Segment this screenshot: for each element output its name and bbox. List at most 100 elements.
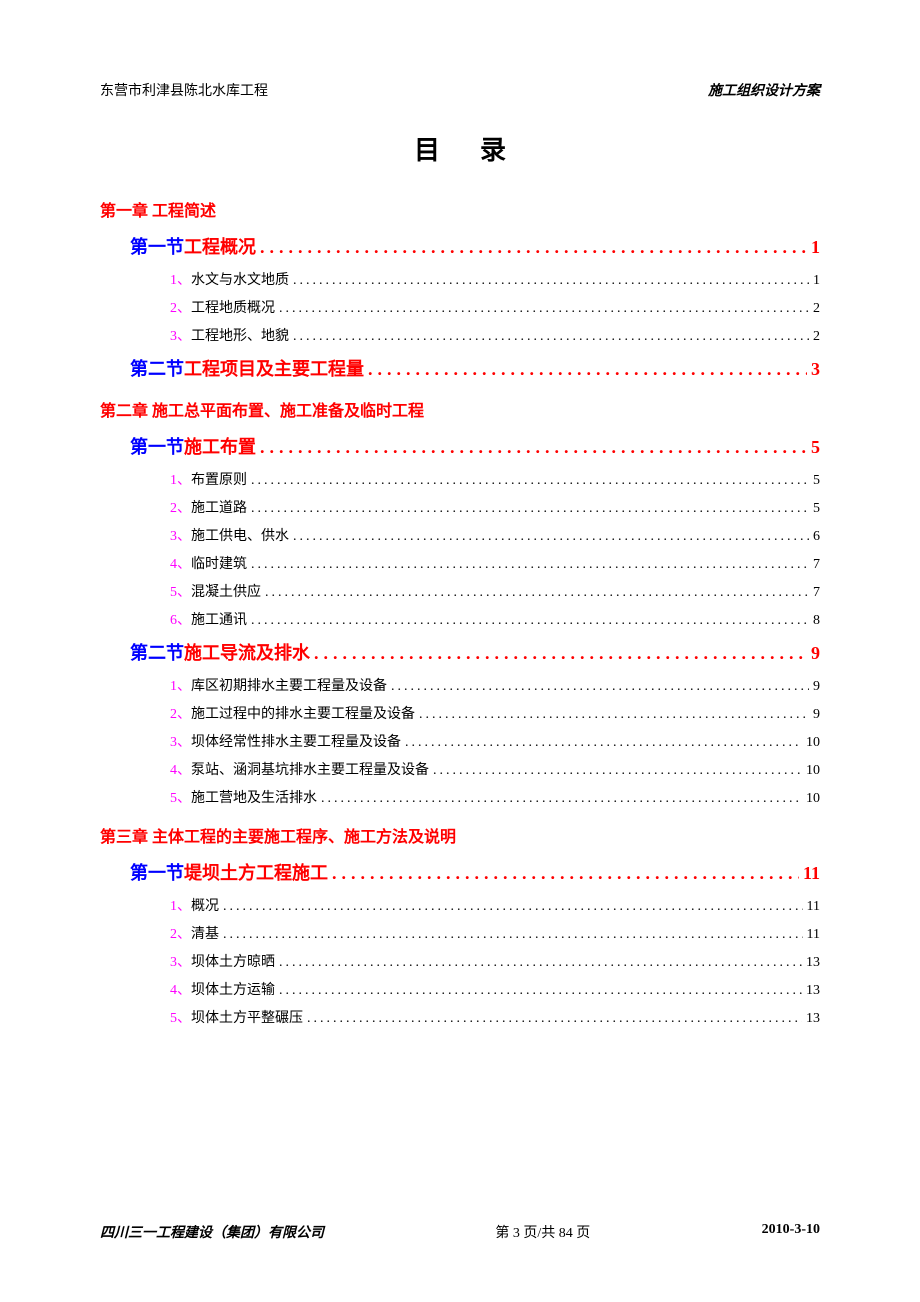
header-left: 东营市利津县陈北水库工程: [100, 80, 268, 100]
toc-leader-dots: ........................................…: [251, 613, 809, 629]
toc-section-page: 9: [811, 643, 820, 664]
toc-clause-page: 7: [813, 585, 820, 601]
toc-clause-number: 2、: [170, 297, 191, 317]
toc-clause: 4、泵站、涵洞基坑排水主要工程量及设备 ....................…: [170, 759, 820, 779]
toc-clause-number: 1、: [170, 269, 191, 289]
toc-clause: 3、坝体土方晾晒 ...............................…: [170, 951, 820, 971]
toc-leader-dots: ........................................…: [433, 763, 802, 779]
toc-clause-text: 坝体土方运输: [191, 979, 275, 999]
toc-section: 第二节 施工导流及排水.............................…: [130, 639, 820, 665]
toc-clause: 1、水文与水文地质 ..............................…: [170, 269, 820, 289]
toc-clause-page: 5: [813, 501, 820, 517]
toc-leader-dots: ........................................…: [279, 983, 802, 999]
toc-leader-dots: ........................................…: [223, 899, 803, 915]
toc-clause-number: 5、: [170, 1007, 191, 1027]
document-page: 东营市利津县陈北水库工程 施工组织设计方案 目录 第一章 工程简述第一节 工程概…: [0, 0, 920, 1302]
toc-leader-dots: ........................................…: [260, 237, 807, 258]
toc-section: 第一节 施工布置................................…: [130, 433, 820, 459]
toc-clause-number: 1、: [170, 895, 191, 915]
toc-leader-dots: ........................................…: [307, 1011, 802, 1027]
toc-leader-dots: ........................................…: [223, 927, 803, 943]
toc-section: 第一节 工程概况................................…: [130, 233, 820, 259]
toc-clause-page: 10: [806, 791, 820, 807]
footer-left: 四川三一工程建设（集团）有限公司: [100, 1222, 324, 1242]
footer-center: 第 3 页/共 84 页: [495, 1222, 590, 1242]
toc-clause-page: 5: [813, 473, 820, 489]
toc-clause-page: 2: [813, 329, 820, 345]
toc-clause: 1、布置原则 .................................…: [170, 469, 820, 489]
toc-leader-dots: ........................................…: [321, 791, 802, 807]
toc-clause: 1、库区初期排水主要工程量及设备 .......................…: [170, 675, 820, 695]
toc-clause-page: 11: [807, 927, 820, 943]
toc-chapter: 第一章 工程简述: [100, 197, 820, 221]
toc-section-page: 11: [803, 863, 820, 884]
toc-clause: 2、工程地质概况 ...............................…: [170, 297, 820, 317]
toc-section: 第二节 工程项目及主要工程量..........................…: [130, 355, 820, 381]
toc-clause-text: 施工道路: [191, 497, 247, 517]
toc-clause-page: 13: [806, 955, 820, 971]
toc-section-page: 5: [811, 437, 820, 458]
toc-clause-text: 工程地形、地貌: [191, 325, 289, 345]
toc-clause-number: 2、: [170, 703, 191, 723]
header-right: 施工组织设计方案: [708, 80, 820, 100]
toc-clause-text: 清基: [191, 923, 219, 943]
toc-chapter: 第二章 施工总平面布置、施工准备及临时工程: [100, 397, 820, 421]
toc-clause-page: 11: [807, 899, 820, 915]
toc-clause-page: 1: [813, 273, 820, 289]
toc-section-label: 第一节: [130, 433, 184, 459]
toc-clause-page: 2: [813, 301, 820, 317]
toc-clause: 4、坝体土方运输 ...............................…: [170, 979, 820, 999]
toc-leader-dots: ........................................…: [332, 863, 799, 884]
toc-clause-text: 坝体经常性排水主要工程量及设备: [191, 731, 401, 751]
toc-clause-text: 坝体土方平整碾压: [191, 1007, 303, 1027]
toc-clause-text: 施工营地及生活排水: [191, 787, 317, 807]
toc-clause: 6、施工通讯 .................................…: [170, 609, 820, 629]
toc-clause: 3、工程地形、地貌 ..............................…: [170, 325, 820, 345]
toc-leader-dots: ........................................…: [251, 473, 809, 489]
toc-clause-text: 混凝土供应: [191, 581, 261, 601]
toc-clause-page: 6: [813, 529, 820, 545]
toc-clause-page: 10: [806, 735, 820, 751]
toc-clause-text: 水文与水文地质: [191, 269, 289, 289]
toc-title: 目录: [100, 130, 820, 167]
toc-clause: 5、混凝土供应 ................................…: [170, 581, 820, 601]
toc-clause: 2、施工过程中的排水主要工程量及设备 .....................…: [170, 703, 820, 723]
toc-clause-text: 施工供电、供水: [191, 525, 289, 545]
page-footer: 四川三一工程建设（集团）有限公司 第 3 页/共 84 页 2010-3-10: [100, 1222, 820, 1242]
toc-clause-page: 9: [813, 707, 820, 723]
toc-clause-number: 4、: [170, 553, 191, 573]
toc-clause-page: 10: [806, 763, 820, 779]
toc-section-page: 3: [811, 359, 820, 380]
toc-leader-dots: ........................................…: [293, 529, 809, 545]
toc-leader-dots: ........................................…: [251, 557, 809, 573]
toc-clause-text: 坝体土方晾晒: [191, 951, 275, 971]
toc-section-text: 堤坝土方工程施工: [184, 859, 328, 885]
toc-clause-number: 3、: [170, 731, 191, 751]
toc-clause-page: 13: [806, 1011, 820, 1027]
toc-clause-page: 13: [806, 983, 820, 999]
toc-clause-number: 1、: [170, 675, 191, 695]
toc-leader-dots: ........................................…: [314, 643, 807, 664]
toc-clause: 1、概况 ...................................…: [170, 895, 820, 915]
toc-section: 第一节 堤坝土方工程施工............................…: [130, 859, 820, 885]
toc-clause-number: 3、: [170, 951, 191, 971]
toc-clause-number: 5、: [170, 581, 191, 601]
toc-section-text: 施工导流及排水: [184, 639, 310, 665]
toc-clause: 3、施工供电、供水 ..............................…: [170, 525, 820, 545]
toc-clause-number: 4、: [170, 759, 191, 779]
toc-section-label: 第二节: [130, 355, 184, 381]
toc-leader-dots: ........................................…: [405, 735, 802, 751]
toc-clause-page: 9: [813, 679, 820, 695]
toc-clause-text: 概况: [191, 895, 219, 915]
toc-section-label: 第一节: [130, 233, 184, 259]
toc-leader-dots: ........................................…: [260, 437, 807, 458]
toc-clause-text: 布置原则: [191, 469, 247, 489]
toc-clause-page: 8: [813, 613, 820, 629]
toc-clause: 2、清基 ...................................…: [170, 923, 820, 943]
toc-leader-dots: ........................................…: [391, 679, 809, 695]
toc-clause-text: 工程地质概况: [191, 297, 275, 317]
toc-clause-number: 2、: [170, 923, 191, 943]
footer-right: 2010-3-10: [762, 1222, 820, 1242]
toc-leader-dots: ........................................…: [293, 329, 809, 345]
toc-container: 第一章 工程简述第一节 工程概况........................…: [100, 197, 820, 1027]
